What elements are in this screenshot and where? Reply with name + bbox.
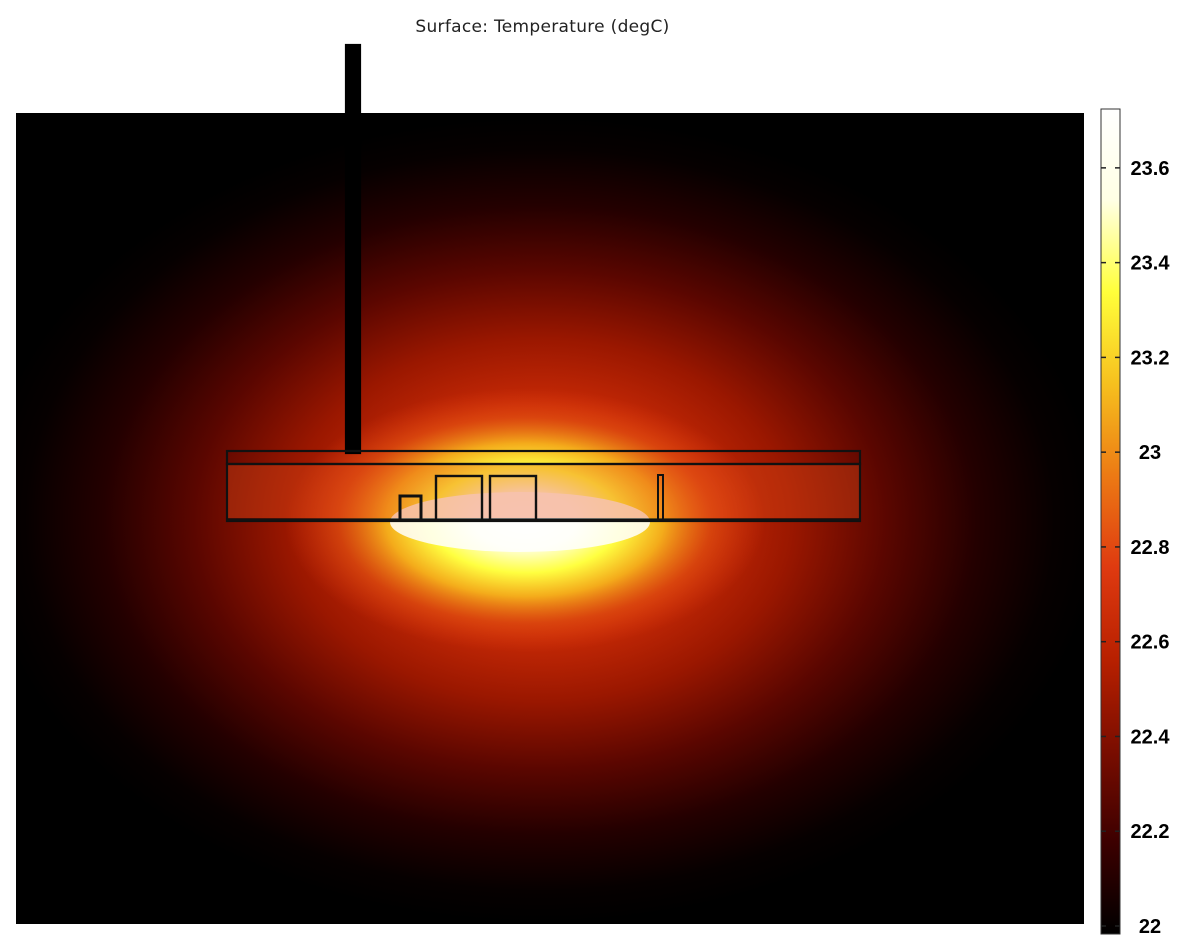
colorbar-tick-label: 22.2 — [1131, 821, 1170, 843]
component-thin — [657, 474, 664, 521]
colorbar-tick-label: 22.8 — [1131, 537, 1170, 559]
colorbar-tick-label: 23.2 — [1131, 347, 1170, 369]
colorbar-gradient — [1100, 108, 1121, 935]
colorbar: 22 22.2 22.4 22.6 22.8 23 23.2 23.4 23.6 — [1100, 108, 1170, 938]
enclosure-interior-fill — [228, 464, 860, 518]
component-medium — [434, 474, 484, 522]
colorbar-tick-label: 23 — [1139, 442, 1161, 464]
colorbar-tick-label: 22.4 — [1131, 726, 1171, 748]
colorbar-tick-label: 23.6 — [1131, 158, 1170, 180]
geometry-outline — [225, 43, 862, 523]
colorbar-tick-label: 22.6 — [1131, 632, 1170, 654]
component-large — [488, 474, 538, 522]
colorbar-tick-label: 22 — [1139, 916, 1161, 938]
colorbar-ticks: 22 22.2 22.4 22.6 22.8 23 23.2 23.4 23.6 — [1101, 158, 1170, 938]
plot-title: Surface: Temperature (degC) — [415, 17, 670, 37]
component-small — [398, 494, 423, 522]
vertical-pipe — [344, 43, 362, 455]
colorbar-tick-label: 23.4 — [1131, 253, 1171, 275]
